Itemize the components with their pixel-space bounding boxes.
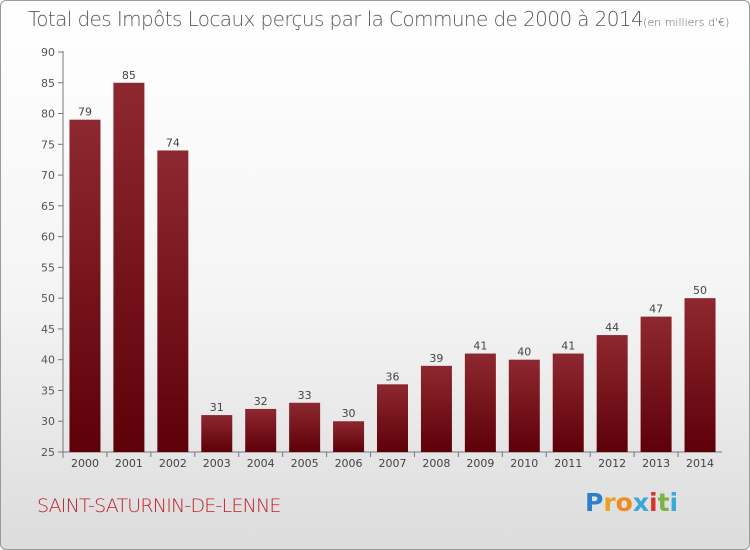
- bar-2014: [684, 298, 716, 452]
- x-tick-label-2012: 2012: [598, 457, 626, 470]
- chart-axes: 25 30 35 40 45 50 55 60 65 70 75 80 85 90: [41, 46, 722, 459]
- x-tick-label-2004: 2004: [247, 457, 275, 470]
- value-label-2012: 44: [605, 321, 619, 334]
- y-tick-label: 70: [41, 169, 55, 182]
- y-tick-label: 60: [41, 231, 55, 244]
- x-tick-label-2005: 2005: [291, 457, 319, 470]
- bar-2008: [420, 365, 452, 452]
- logo-letter: i: [649, 488, 658, 517]
- bar-2013: [640, 316, 672, 452]
- chart-title-unit: (en milliers d'€): [643, 16, 730, 29]
- bar-2005: [289, 402, 321, 452]
- y-tick-label: 85: [41, 77, 55, 90]
- logo-letter: x: [632, 488, 649, 517]
- logo-letter: r: [603, 488, 616, 517]
- x-tick-label-2000: 2000: [71, 457, 99, 470]
- x-tick-label-2002: 2002: [159, 457, 187, 470]
- value-label-2000: 79: [78, 106, 92, 119]
- value-label-2003: 31: [210, 401, 224, 414]
- y-tick-label: 80: [41, 108, 55, 121]
- value-label-2006: 30: [342, 407, 356, 420]
- value-label-2007: 36: [386, 370, 400, 383]
- y-tick-label: 75: [41, 138, 55, 151]
- value-label-2008: 39: [429, 352, 443, 365]
- y-tick-label: 45: [41, 323, 55, 336]
- bar-2004: [245, 408, 277, 452]
- y-tick-label: 55: [41, 261, 55, 274]
- bar-2001: [113, 82, 145, 453]
- bar-2011: [552, 353, 584, 452]
- x-tick-label-2001: 2001: [115, 457, 143, 470]
- y-tick-label: 35: [41, 384, 55, 397]
- commune-name: SAINT-SATURNIN-DE-LENNE: [37, 495, 281, 517]
- x-tick-label-2008: 2008: [422, 457, 450, 470]
- bar-2006: [333, 421, 365, 452]
- y-tick-label: 40: [41, 354, 55, 367]
- value-label-2009: 41: [473, 340, 487, 353]
- bar-2007: [377, 384, 408, 452]
- chart-title-text: Total des Impôts Locaux perçus par la Co…: [28, 7, 644, 31]
- x-tick-label-2009: 2009: [466, 457, 494, 470]
- chart-bars: [69, 82, 716, 453]
- value-label-2002: 74: [166, 136, 180, 149]
- logo-letter: P: [585, 488, 604, 517]
- bar-2012: [596, 335, 628, 452]
- bar-2009: [464, 353, 496, 452]
- x-tick-label-2013: 2013: [642, 457, 670, 470]
- bar-2000: [69, 119, 101, 452]
- logo-letter: i: [669, 488, 679, 517]
- y-tick-label: 90: [41, 46, 55, 59]
- value-label-2011: 41: [561, 340, 575, 353]
- value-label-2010: 40: [517, 346, 531, 359]
- chart-labels: 79 2000 85 2001 74 2002 31 2003 32 2004 33 2005 30 20…: [71, 69, 714, 470]
- y-tick-label: 65: [41, 200, 55, 213]
- y-tick-label: 25: [41, 446, 55, 459]
- x-tick-label-2007: 2007: [379, 457, 407, 470]
- x-tick-label-2003: 2003: [203, 457, 231, 470]
- x-tick-label-2011: 2011: [554, 457, 582, 470]
- value-label-2005: 33: [298, 389, 312, 402]
- x-tick-label-2006: 2006: [335, 457, 363, 470]
- y-tick-label: 30: [41, 415, 55, 428]
- value-label-2004: 32: [254, 395, 268, 408]
- value-label-2013: 47: [649, 303, 663, 316]
- value-label-2014: 50: [693, 284, 707, 297]
- logo-letter: t: [657, 488, 670, 517]
- x-tick-label-2010: 2010: [510, 457, 538, 470]
- logo-letter: o: [615, 488, 633, 517]
- x-tick-label-2014: 2014: [686, 457, 714, 470]
- y-tick-label: 50: [41, 292, 55, 305]
- proxiti-logo[interactable]: Proxiti: [585, 488, 678, 517]
- bar-2003: [201, 415, 233, 452]
- bar-2010: [508, 359, 540, 452]
- bar-2002: [157, 150, 189, 452]
- value-label-2001: 85: [122, 69, 136, 82]
- chart-title: Total des Impôts Locaux perçus par la Co…: [28, 7, 729, 31]
